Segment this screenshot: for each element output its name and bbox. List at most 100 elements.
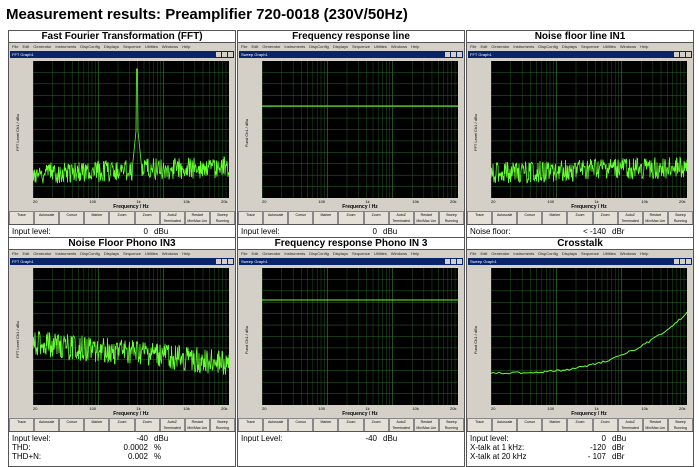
analyzer-button[interactable]: Autoscale xyxy=(263,211,289,224)
menu-item[interactable]: Windows xyxy=(161,44,179,49)
close-button[interactable] xyxy=(228,259,233,264)
analyzer-button[interactable]: Autoscale xyxy=(492,418,518,431)
menu-item[interactable]: DispConfig xyxy=(80,251,100,256)
menu-item[interactable]: Help xyxy=(640,251,649,256)
analyzer-button[interactable]: Trace xyxy=(238,418,264,431)
menu-item[interactable]: Generator xyxy=(33,44,52,49)
menu-item[interactable]: Instruments xyxy=(513,251,535,256)
analyzer-button[interactable]: Autoscale xyxy=(263,418,289,431)
analyzer-button[interactable]: Zoom xyxy=(363,211,389,224)
menu-item[interactable]: Windows xyxy=(390,251,408,256)
analyzer-button[interactable]: Zoom xyxy=(363,418,389,431)
analyzer-button[interactable]: Zoom xyxy=(338,418,364,431)
close-button[interactable] xyxy=(686,52,691,57)
menu-item[interactable]: Help xyxy=(182,44,191,49)
maximize-button[interactable] xyxy=(222,259,227,264)
menu-item[interactable]: Edit xyxy=(22,44,30,49)
menu-item[interactable]: Utilities xyxy=(603,44,616,49)
plot-area[interactable] xyxy=(262,268,458,405)
menu-item[interactable]: Displays xyxy=(332,44,348,49)
minimize-button[interactable] xyxy=(445,259,450,264)
menu-item[interactable]: Help xyxy=(640,44,649,49)
maximize-button[interactable] xyxy=(451,259,456,264)
menu-item[interactable]: Windows xyxy=(161,251,179,256)
minimize-button[interactable] xyxy=(216,52,221,57)
maximize-button[interactable] xyxy=(222,52,227,57)
close-button[interactable] xyxy=(457,259,462,264)
analyzer-button[interactable]: Marker xyxy=(313,211,339,224)
analyzer-button[interactable]: Cursor xyxy=(288,211,314,224)
menu-item[interactable]: Sequence xyxy=(351,251,370,256)
analyzer-button[interactable]: Zoom xyxy=(592,211,618,224)
menu-item[interactable]: Utilities xyxy=(145,44,158,49)
menu-item[interactable]: Instruments xyxy=(55,44,77,49)
analyzer-button[interactable]: Marker xyxy=(542,211,568,224)
minimize-button[interactable] xyxy=(216,259,221,264)
menu-item[interactable]: File xyxy=(470,251,477,256)
analyzer-button[interactable]: Zoom xyxy=(338,211,364,224)
menu-item[interactable]: File xyxy=(470,44,477,49)
menu-item[interactable]: DispConfig xyxy=(538,251,558,256)
plot-area[interactable] xyxy=(491,268,687,405)
menu-item[interactable]: DispConfig xyxy=(538,44,558,49)
menu-item[interactable]: Instruments xyxy=(284,44,306,49)
menu-item[interactable]: Edit xyxy=(22,251,30,256)
menu-item[interactable]: DispConfig xyxy=(309,44,329,49)
menu-item[interactable]: Utilities xyxy=(145,251,158,256)
analyzer-button[interactable]: Cursor xyxy=(517,211,543,224)
plot-area[interactable] xyxy=(33,61,229,198)
analyzer-button[interactable]: Cursor xyxy=(517,418,543,431)
menu-item[interactable]: File xyxy=(241,44,248,49)
analyzer-button[interactable]: Marker xyxy=(84,418,110,431)
plot-area[interactable] xyxy=(491,61,687,198)
analyzer-button[interactable]: Zoom xyxy=(567,211,593,224)
menu-item[interactable]: Sequence xyxy=(580,44,599,49)
menu-item[interactable]: Generator xyxy=(262,251,281,256)
maximize-button[interactable] xyxy=(680,52,685,57)
analyzer-button[interactable]: Restart Min/Max Lim Violation xyxy=(642,418,668,431)
menu-item[interactable]: Generator xyxy=(262,44,281,49)
analyzer-button[interactable]: Restart Min/Max Lim Violation xyxy=(642,211,668,224)
analyzer-button[interactable]: AutoZ Terminated xyxy=(388,211,414,224)
analyzer-button[interactable]: Zoom xyxy=(109,418,135,431)
analyzer-button[interactable]: Sweep Running xyxy=(667,211,693,224)
analyzer-button[interactable]: Sweep Running xyxy=(667,418,693,431)
analyzer-button[interactable]: Zoom xyxy=(134,211,160,224)
analyzer-button[interactable]: Restart Min/Max Lim Violation xyxy=(184,418,210,431)
analyzer-button[interactable]: AutoZ Terminated xyxy=(388,418,414,431)
menu-item[interactable]: Utilities xyxy=(374,251,387,256)
analyzer-button[interactable]: AutoZ Terminated xyxy=(617,418,643,431)
menu-item[interactable]: File xyxy=(241,251,248,256)
menu-item[interactable]: Help xyxy=(411,251,420,256)
minimize-button[interactable] xyxy=(445,52,450,57)
analyzer-button[interactable]: Trace xyxy=(467,211,493,224)
menu-item[interactable]: Edit xyxy=(480,251,488,256)
analyzer-button[interactable]: Sweep Running xyxy=(209,418,235,431)
minimize-button[interactable] xyxy=(674,52,679,57)
analyzer-button[interactable]: AutoZ Terminated xyxy=(617,211,643,224)
maximize-button[interactable] xyxy=(680,259,685,264)
analyzer-button[interactable]: AutoZ Terminated xyxy=(159,211,185,224)
analyzer-button[interactable]: Restart Min/Max Lim Violation xyxy=(184,211,210,224)
analyzer-button[interactable]: Sweep Running xyxy=(209,211,235,224)
analyzer-button[interactable]: Cursor xyxy=(59,418,85,431)
analyzer-button[interactable]: Cursor xyxy=(59,211,85,224)
menu-item[interactable]: Windows xyxy=(390,44,408,49)
close-button[interactable] xyxy=(228,52,233,57)
menu-item[interactable]: Instruments xyxy=(513,44,535,49)
menu-item[interactable]: Windows xyxy=(619,251,637,256)
menu-item[interactable]: Displays xyxy=(561,44,577,49)
analyzer-button[interactable]: Autoscale xyxy=(492,211,518,224)
menu-item[interactable]: Edit xyxy=(480,44,488,49)
menu-item[interactable]: Displays xyxy=(103,44,119,49)
analyzer-button[interactable]: AutoZ Terminated xyxy=(159,418,185,431)
analyzer-button[interactable]: Restart Min/Max Lim Violation xyxy=(413,418,439,431)
analyzer-button[interactable]: Trace xyxy=(467,418,493,431)
menu-item[interactable]: Help xyxy=(182,251,191,256)
analyzer-button[interactable]: Trace xyxy=(9,211,35,224)
menu-item[interactable]: Sequence xyxy=(351,44,370,49)
maximize-button[interactable] xyxy=(451,52,456,57)
close-button[interactable] xyxy=(686,259,691,264)
analyzer-button[interactable]: Trace xyxy=(9,418,35,431)
menu-item[interactable]: Displays xyxy=(332,251,348,256)
